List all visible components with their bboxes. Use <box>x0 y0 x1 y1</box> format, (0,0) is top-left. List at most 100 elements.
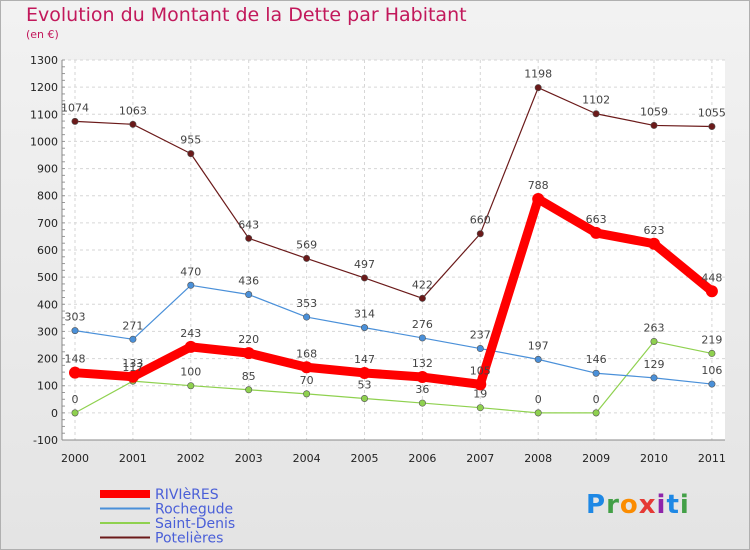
logo-letter: i <box>679 490 690 520</box>
data-label: 129 <box>644 358 665 371</box>
x-tick-label: 2004 <box>293 452 321 465</box>
series-line <box>70 194 717 389</box>
data-label: 106 <box>701 364 722 377</box>
data-point <box>358 366 371 379</box>
data-label: 237 <box>470 329 491 342</box>
series-line <box>74 340 713 414</box>
data-point <box>592 369 600 377</box>
data-point <box>187 150 195 158</box>
data-label: 19 <box>473 388 487 401</box>
x-tick-label: 2001 <box>119 452 147 465</box>
data-point <box>708 380 716 388</box>
data-label: 132 <box>412 357 433 370</box>
data-point <box>245 291 253 299</box>
y-tick-label: 1300 <box>30 54 58 67</box>
data-label: 569 <box>296 238 317 251</box>
data-point <box>245 386 253 394</box>
data-label: 643 <box>238 218 259 231</box>
y-tick-label: 400 <box>37 298 58 311</box>
data-label: 1055 <box>698 107 726 120</box>
data-point <box>418 294 426 302</box>
data-point <box>360 324 368 332</box>
data-point <box>303 254 311 262</box>
data-label: 263 <box>644 321 665 334</box>
x-tick-label: 2005 <box>351 452 379 465</box>
data-point <box>476 404 484 412</box>
data-point <box>534 84 542 92</box>
data-point <box>476 345 484 353</box>
data-label: 663 <box>586 213 607 226</box>
data-label: 117 <box>122 361 143 374</box>
data-point <box>71 117 79 125</box>
data-point <box>242 347 255 360</box>
data-point <box>648 237 660 250</box>
series-line <box>74 284 713 385</box>
data-label: 314 <box>354 308 375 321</box>
data-point <box>590 226 603 239</box>
data-label: 85 <box>242 370 256 383</box>
data-label: 168 <box>296 347 317 360</box>
y-tick-label: 200 <box>37 353 58 366</box>
data-point <box>592 409 600 417</box>
data-label: 197 <box>528 339 549 352</box>
x-tick-label: 2002 <box>177 452 205 465</box>
legend-label: Saint-Denis <box>155 516 235 532</box>
data-point <box>418 399 426 407</box>
y-tick-label: 700 <box>37 217 58 230</box>
y-tick-label: 1200 <box>30 81 58 94</box>
y-tick-label: 300 <box>37 325 58 338</box>
data-label: 1059 <box>640 105 668 118</box>
data-label: 353 <box>296 297 317 310</box>
y-tick-label: -100 <box>33 434 58 447</box>
logo-letter: P <box>586 490 607 520</box>
data-label: 220 <box>238 333 259 346</box>
logo-letter: r <box>606 490 620 520</box>
data-label: 148 <box>65 353 86 366</box>
data-point <box>129 120 137 128</box>
legend-label: RIVIèRES <box>155 487 219 503</box>
proxiti-logo: Proxiti <box>586 490 690 520</box>
data-label: 219 <box>701 333 722 346</box>
data-label: 36 <box>415 383 429 396</box>
data-label: 53 <box>358 378 372 391</box>
x-tick-label: 2006 <box>408 452 436 465</box>
data-point <box>360 274 368 282</box>
data-point <box>71 409 79 417</box>
y-tick-label: 100 <box>37 380 58 393</box>
y-tick-label: 1100 <box>30 108 58 121</box>
legend-label: Potelières <box>155 531 223 547</box>
data-point <box>650 121 658 129</box>
data-label: 276 <box>412 318 433 331</box>
data-label: 623 <box>644 224 665 237</box>
data-point <box>650 337 658 345</box>
data-label: 0 <box>72 393 79 406</box>
data-point <box>534 355 542 363</box>
data-point <box>416 371 429 384</box>
data-point <box>303 313 311 321</box>
x-tick-label: 2000 <box>61 452 89 465</box>
data-label: 146 <box>586 353 607 366</box>
data-label: 70 <box>300 374 314 387</box>
data-label: 448 <box>701 271 722 284</box>
x-tick-label: 2011 <box>698 452 726 465</box>
data-label: 1063 <box>119 104 147 117</box>
data-point <box>650 374 658 382</box>
data-label: 470 <box>180 265 201 278</box>
data-point <box>592 110 600 118</box>
data-label: 1102 <box>582 94 610 107</box>
data-label: 303 <box>65 311 86 324</box>
logo-letter: o <box>619 490 639 520</box>
data-point <box>360 394 368 402</box>
y-tick-label: 500 <box>37 271 58 284</box>
chart-subtitle: (en €) <box>26 28 59 41</box>
data-label: 660 <box>470 214 491 227</box>
data-point <box>69 366 81 379</box>
logo-letter: x <box>638 490 657 520</box>
data-label: 955 <box>180 134 201 147</box>
data-point <box>534 409 542 417</box>
data-point <box>532 192 545 205</box>
data-label: 788 <box>528 179 549 192</box>
x-tick-label: 2003 <box>235 452 263 465</box>
legend-label: Rochegude <box>155 502 233 518</box>
data-label: 0 <box>535 393 542 406</box>
